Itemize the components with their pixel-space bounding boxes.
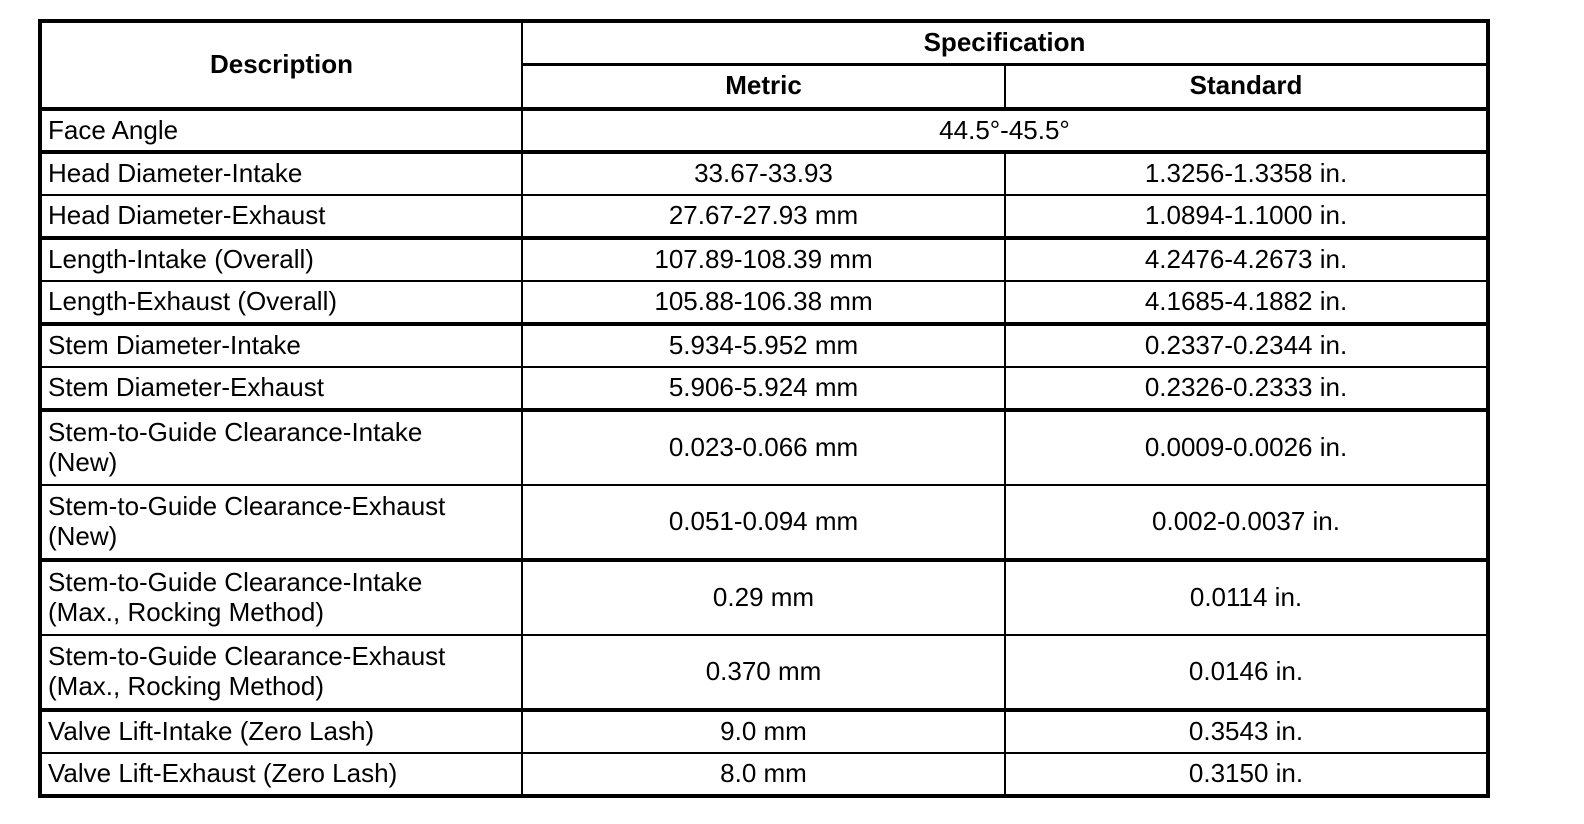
metric-cell: 107.89-108.39 mm [521,237,1006,282]
metric-cell: 33.67-33.93 [521,151,1006,196]
table-row: Stem-to-Guide Clearance-Exhaust (Max., R… [39,634,1490,712]
description-cell: Length-Intake (Overall) [39,237,523,282]
column-header-metric: Metric [521,63,1006,111]
table-row: Head Diameter-Exhaust 27.67-27.93 mm 1.089… [39,194,1490,240]
standard-cell: 4.1685-4.1882 in. [1003,280,1490,326]
description-cell: Head Diameter-Exhaust [39,194,523,240]
standard-cell: 0.002-0.0037 in. [1003,484,1490,562]
metric-cell: 5.906-5.924 mm [521,366,1006,412]
standard-cell: 0.2326-0.2333 in. [1003,366,1490,412]
description-cell: Stem-to-Guide Clearance-Intake (New) [39,409,523,486]
metric-cell: 27.67-27.93 mm [521,194,1006,240]
metric-cell: 5.934-5.952 mm [521,323,1006,368]
column-header-standard: Standard [1003,63,1490,111]
header-row-specification: Description Specification [39,20,1490,111]
table-row: Stem-to-Guide Clearance-Exhaust (New) 0.0… [39,484,1490,562]
standard-cell: 0.2337-0.2344 in. [1003,323,1490,368]
table-row: Valve Lift-Intake (Zero Lash) 9.0 mm 0.354… [39,709,1490,754]
standard-cell: 0.0114 in. [1003,559,1490,636]
metric-cell: 105.88-106.38 mm [521,280,1006,326]
metric-cell: 0.051-0.094 mm [521,484,1006,562]
table-row: Face Angle 44.5°-45.5° [39,108,1490,154]
table-body: Face Angle 44.5°-45.5° Head Diameter-Intak… [39,108,1490,797]
standard-cell: 4.2476-4.2673 in. [1003,237,1490,282]
description-cell: Stem-to-Guide Clearance-Exhaust (New) [39,484,523,562]
description-cell: Stem-to-Guide Clearance-Exhaust (Max., R… [39,634,523,712]
table-row: Head Diameter-Intake 33.67-33.93 1.3256-1.… [39,151,1490,196]
description-cell: Stem-to-Guide Clearance-Intake (Max., Ro… [39,559,523,636]
standard-cell: 0.3150 in. [1003,752,1490,797]
table-row: Valve Lift-Exhaust (Zero Lash) 8.0 mm 0.31… [39,752,1490,797]
table-row: Stem-to-Guide Clearance-Intake (New) 0.02… [39,409,1490,486]
standard-cell: 1.0894-1.1000 in. [1003,194,1490,240]
metric-cell: 9.0 mm [521,709,1006,754]
standard-cell: 1.3256-1.3358 in. [1003,151,1490,196]
table-row: Length-Exhaust (Overall) 105.88-106.38 mm… [39,280,1490,326]
description-cell: Valve Lift-Exhaust (Zero Lash) [39,752,523,797]
table-row: Stem Diameter-Exhaust 5.906-5.924 mm 0.232… [39,366,1490,412]
metric-cell: 0.370 mm [521,634,1006,712]
header-row-units: Metric Standard [40,63,1490,111]
description-cell: Length-Exhaust (Overall) [39,280,523,326]
description-cell: Valve Lift-Intake (Zero Lash) [39,709,523,754]
standard-cell: 0.0009-0.0026 in. [1003,409,1490,486]
metric-cell: 0.023-0.066 mm [521,409,1006,486]
specification-span-cell: 44.5°-45.5° [520,108,1490,154]
description-cell: Stem Diameter-Exhaust [39,366,523,412]
standard-cell: 0.0146 in. [1003,634,1490,712]
valve-specifications-table: Description Specification Metric Standar… [38,19,1491,798]
metric-cell: 8.0 mm [521,752,1006,797]
table-row: Length-Intake (Overall) 107.89-108.39 mm 4… [39,237,1490,282]
description-cell: Stem Diameter-Intake [39,323,523,368]
description-cell: Face Angle [39,108,523,154]
standard-cell: 0.3543 in. [1003,709,1490,754]
table-row: Stem Diameter-Intake 5.934-5.952 mm 0.2337… [39,323,1490,368]
column-header-specification: Specification [520,20,1490,66]
table-row: Stem-to-Guide Clearance-Intake (Max., Ro… [39,559,1490,636]
column-header-description: Description [39,20,523,111]
metric-cell: 0.29 mm [521,559,1006,636]
description-cell: Head Diameter-Intake [39,151,523,196]
